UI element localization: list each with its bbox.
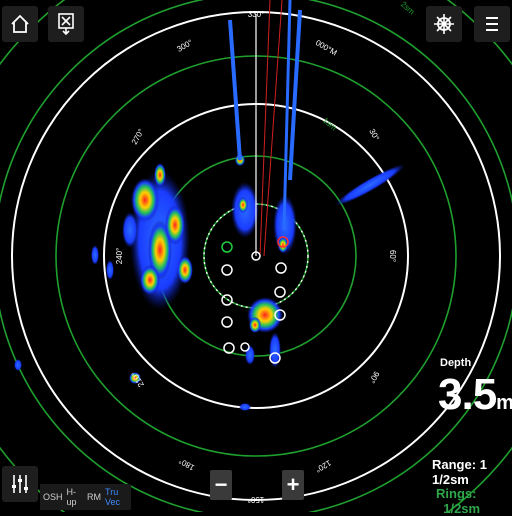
menu-button[interactable] [474, 6, 510, 42]
radar-echoes [14, 154, 405, 411]
bearing-240: 240° [115, 248, 124, 265]
target-marker [221, 294, 233, 306]
bearing-330: 330° [248, 10, 265, 19]
target-marker [240, 342, 250, 352]
settings-button[interactable] [426, 6, 462, 42]
mode-heading-up[interactable]: H-up [66, 487, 77, 507]
bearing-180: 180° [177, 456, 196, 472]
outer-bearing-ring [11, 11, 501, 501]
home-button[interactable] [2, 6, 38, 42]
depth-unit: m [496, 392, 512, 414]
bearing-120: 120° [314, 458, 333, 474]
mode-relative-motion[interactable]: RM [87, 492, 102, 502]
range-label: Range: [432, 457, 477, 472]
target-symbols[interactable] [221, 236, 289, 364]
bearing-30: 30° [367, 127, 381, 142]
target-marker [275, 262, 287, 274]
target-marker [274, 309, 286, 321]
bearing-60: 60° [388, 250, 397, 262]
depth-label: Depth [440, 357, 472, 369]
ring-label-inner: 1sm [321, 116, 339, 133]
target-marker [269, 352, 281, 364]
depth-value: 3.5 [438, 370, 497, 419]
depth-readout: 3.5m [438, 370, 512, 420]
ring-label-outer: 2sm [399, 0, 417, 17]
own-vessel-marker [251, 251, 261, 261]
mode-osh[interactable]: OSH [43, 492, 63, 502]
radar-mode-strip[interactable]: OSH H-up RM Tru Vec [40, 484, 131, 510]
mode-true-vectors[interactable]: Tru Vec [105, 487, 121, 507]
target-marker [221, 316, 233, 328]
rings-label: Rings: [436, 486, 477, 501]
zoom-out-button[interactable]: − [210, 470, 232, 500]
heading-lines [228, 0, 302, 257]
adjust-button[interactable] [2, 466, 38, 502]
range-readout: Range: 1 1/2sm [432, 457, 512, 487]
bearing-90: 90° [367, 370, 381, 385]
target-marker [277, 236, 289, 248]
zoom-in-button[interactable]: + [282, 470, 304, 500]
hamburger-menu-icon [486, 17, 498, 31]
home-icon [11, 14, 29, 33]
bearing-300: 300° [175, 38, 194, 54]
target-marker [223, 342, 235, 354]
rings-value: 1/2sm [443, 501, 481, 516]
bearing-270: 270° [130, 127, 146, 146]
range-value: 1 1/2sm [432, 457, 487, 487]
bearing-210: 210° [130, 370, 146, 389]
sliders-icon [12, 475, 28, 493]
clear-target-icon [58, 13, 74, 36]
helm-wheel-icon [434, 14, 454, 34]
target-marker [221, 241, 233, 253]
clear-target-button[interactable] [48, 6, 84, 42]
bearing-150: 150° [248, 495, 265, 504]
bearing-000: 000°M [314, 38, 339, 58]
target-marker [221, 264, 233, 276]
target-marker [274, 286, 286, 298]
